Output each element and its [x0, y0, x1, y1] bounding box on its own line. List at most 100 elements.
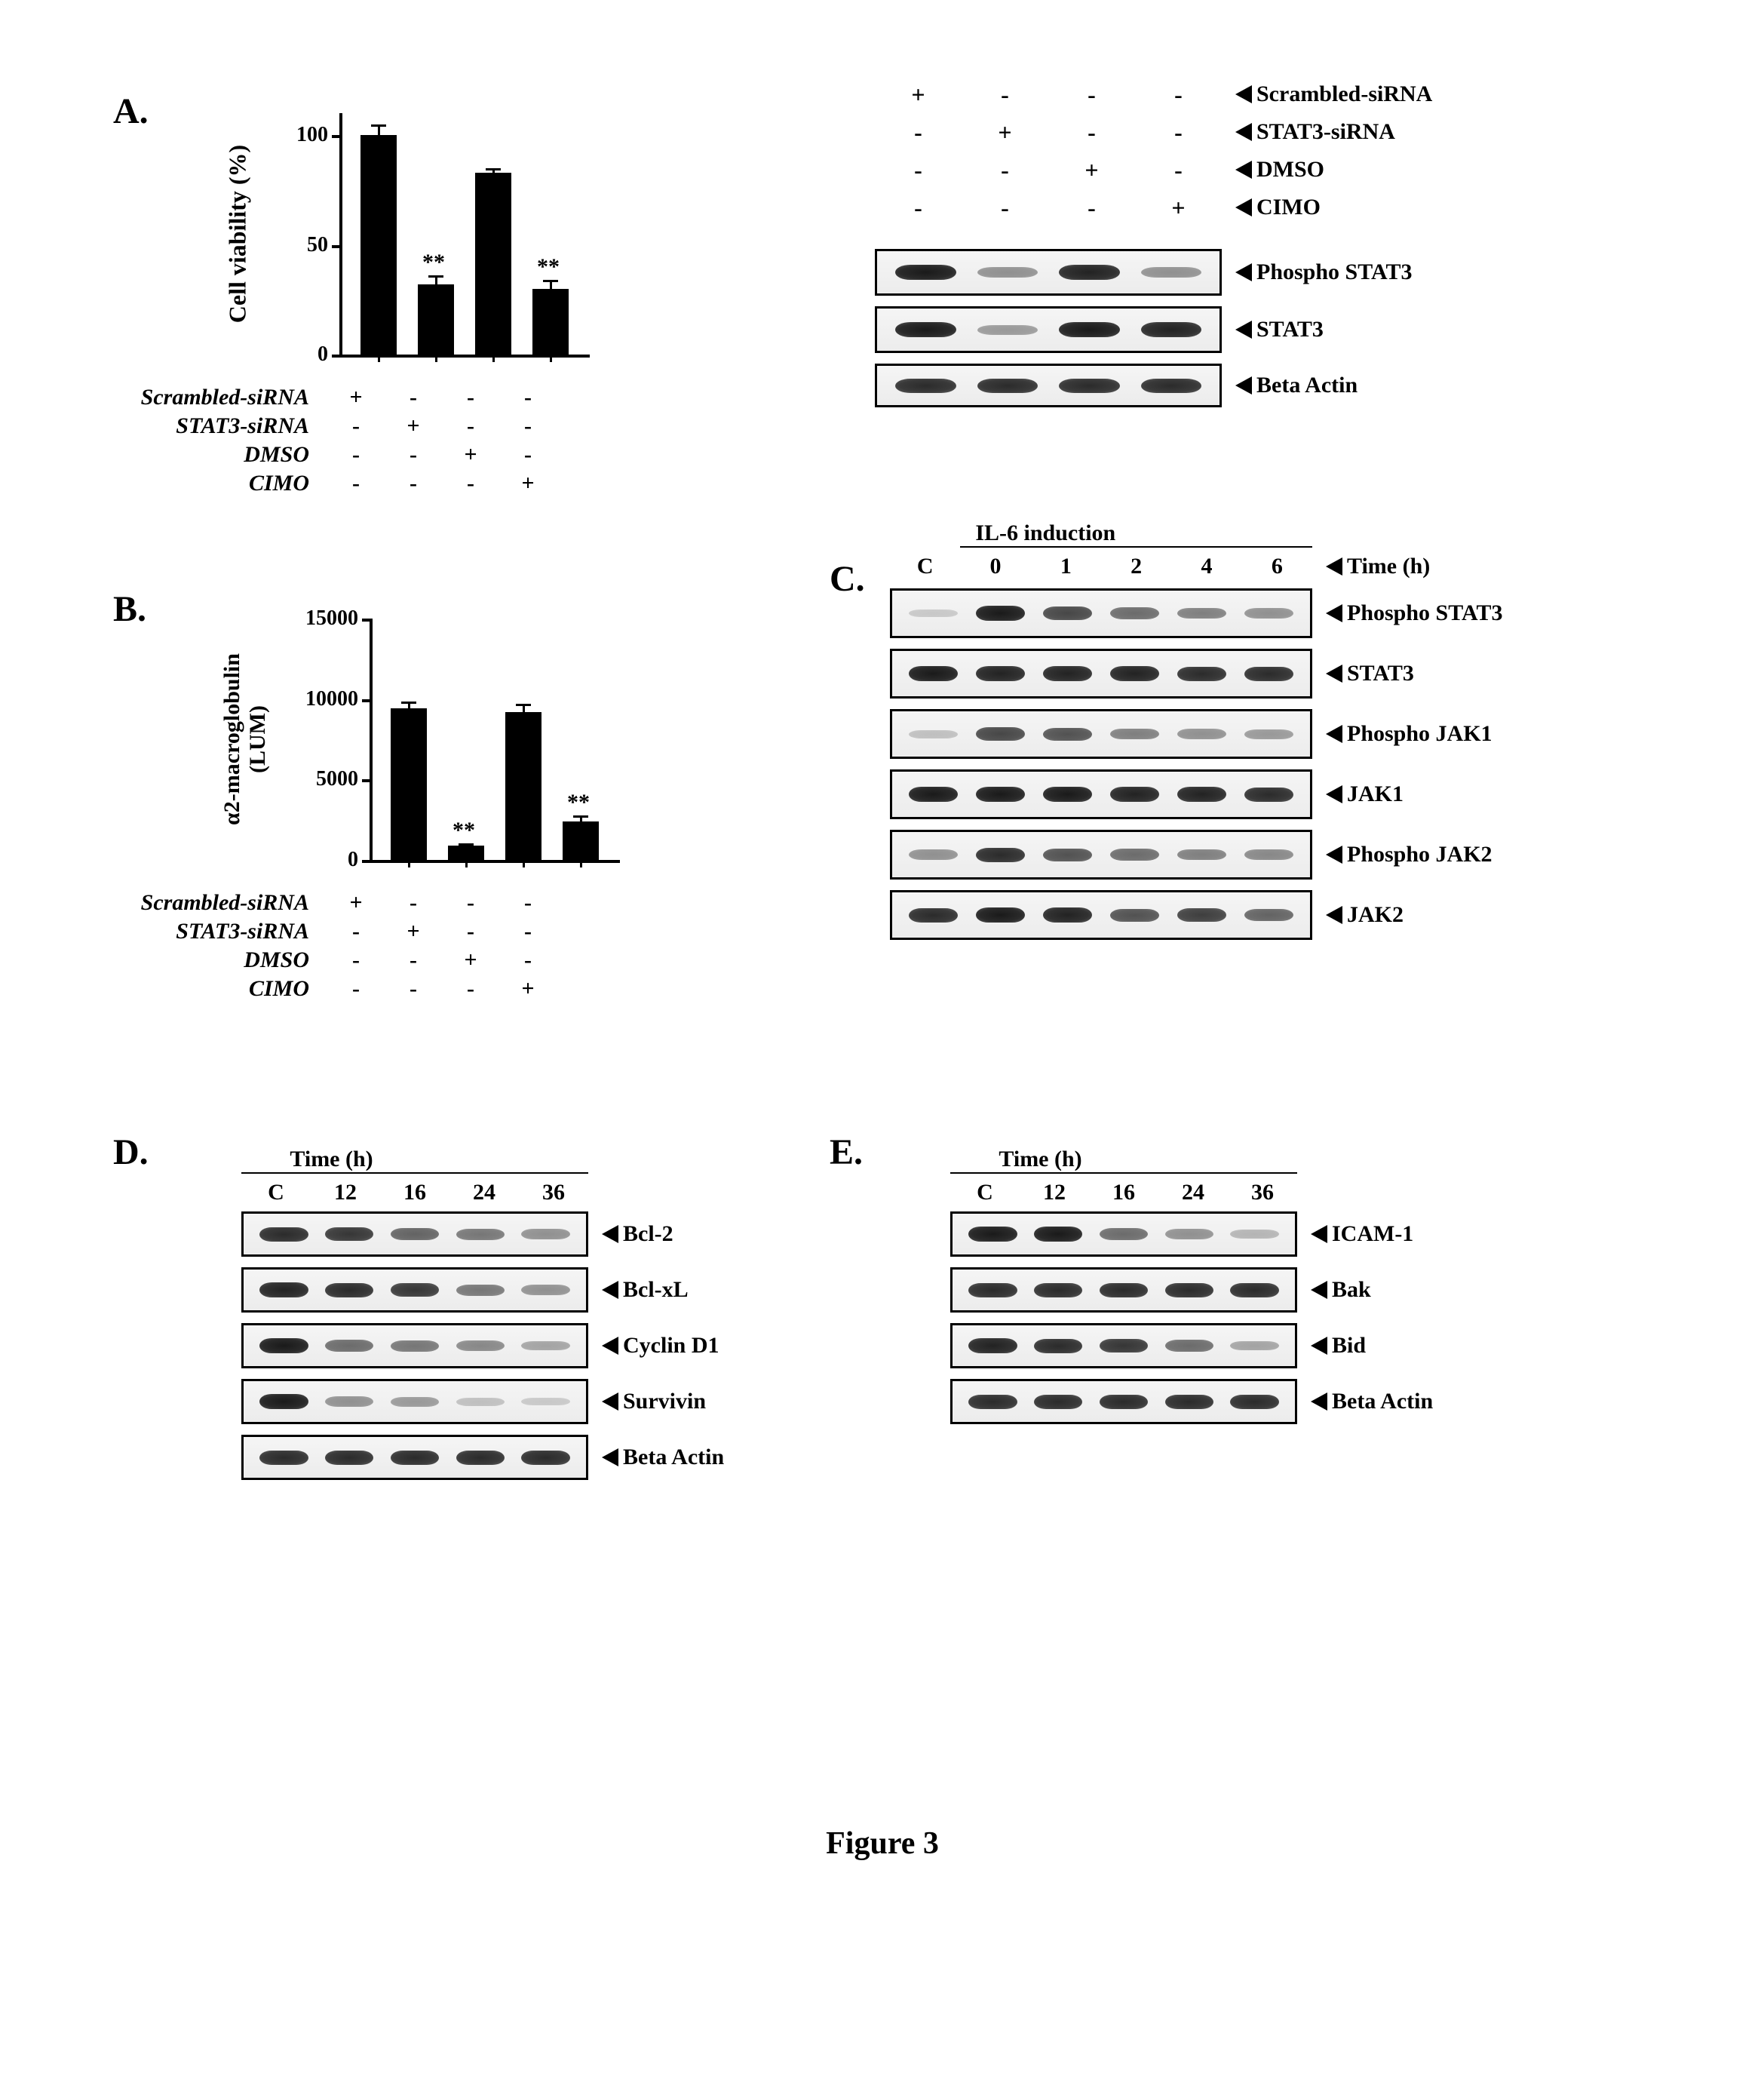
blot-box: [875, 249, 1222, 296]
condition-mark: +: [510, 471, 546, 496]
condition-label: DMSO: [113, 442, 317, 468]
blot-box: [890, 649, 1312, 699]
lane-mark: -: [875, 156, 962, 184]
arrow-icon: [1235, 123, 1252, 141]
condition-mark: +: [338, 385, 374, 410]
condition-mark: -: [510, 919, 546, 944]
blot-row-label: Beta Actin: [623, 1445, 724, 1470]
blot-row-label: ICAM-1: [1332, 1221, 1413, 1247]
condition-mark: +: [510, 976, 546, 1002]
blot-band: [1110, 607, 1159, 619]
blot-band: [968, 1283, 1017, 1297]
lane-mark: +: [962, 118, 1048, 146]
lane-mark: +: [1135, 194, 1222, 222]
blot-band: [456, 1340, 505, 1351]
blot-band: [391, 1228, 439, 1240]
condition-mark: -: [338, 976, 374, 1002]
arrow-icon: [1326, 785, 1342, 803]
lane-mark: +: [1048, 156, 1135, 184]
blot-band: [1043, 728, 1092, 741]
blot-box: [890, 769, 1312, 819]
blot-band: [976, 907, 1025, 923]
blot-band: [1034, 1227, 1082, 1242]
lane-label: 6: [1242, 554, 1312, 579]
arrow-icon: [1326, 604, 1342, 622]
blot-row-label: Bcl-2: [623, 1221, 673, 1247]
blot-band: [521, 1451, 569, 1465]
blot-band: [895, 379, 956, 393]
condition-mark: -: [338, 442, 374, 468]
lane-mark: -: [1048, 81, 1135, 109]
blot-band: [909, 666, 958, 681]
blot-band: [1100, 1283, 1148, 1297]
arrow-icon: [1311, 1281, 1327, 1299]
blot-band: [1165, 1229, 1213, 1239]
arrow-icon: [1235, 198, 1252, 216]
blot-band: [1100, 1339, 1148, 1353]
condition-mark: -: [338, 947, 374, 973]
lane-mark: -: [962, 156, 1048, 184]
blot-band: [895, 265, 956, 280]
blot-band: [1034, 1395, 1082, 1409]
condition-mark: -: [453, 385, 489, 410]
blot-band: [909, 908, 958, 923]
blot-band: [1034, 1339, 1082, 1353]
blot-box: [241, 1435, 588, 1480]
blot-band: [977, 267, 1038, 278]
blot-box: [950, 1211, 1297, 1257]
time-group-label: Time (h): [290, 1147, 373, 1172]
lane-row-label: CIMO: [1256, 195, 1321, 220]
blot-band: [325, 1283, 373, 1297]
blot-band: [1165, 1340, 1213, 1352]
lane-mark: -: [962, 81, 1048, 109]
blot-band: [909, 849, 958, 860]
blot-box: [241, 1267, 588, 1313]
panel-a-blots: Phospho STAT3STAT3Beta Actin: [875, 249, 1412, 418]
blot-band: [391, 1283, 439, 1297]
arrow-icon: [1235, 321, 1252, 339]
blot-band: [977, 325, 1038, 335]
condition-mark: +: [453, 442, 489, 468]
panel-a-chart: 050100Cell viability (%)****: [294, 98, 611, 370]
lane-label: 12: [311, 1180, 380, 1205]
lane-label: 12: [1020, 1180, 1089, 1205]
arrow-icon: [1326, 846, 1342, 864]
blot-band: [1110, 729, 1159, 740]
lane-row-label: DMSO: [1256, 157, 1324, 183]
lane-label: 36: [519, 1180, 588, 1205]
blot-band: [521, 1341, 569, 1351]
blot-band: [1177, 729, 1226, 739]
blot-band: [1177, 908, 1226, 922]
blot-band: [1059, 322, 1120, 337]
blot-band: [391, 1340, 439, 1352]
panel-c-label: C.: [830, 558, 865, 600]
condition-mark: -: [453, 413, 489, 439]
blot-box: [890, 588, 1312, 638]
blot-band: [456, 1285, 505, 1296]
arrow-icon: [1235, 376, 1252, 395]
blot-row-label: Bid: [1332, 1333, 1366, 1359]
blot-box: [950, 1267, 1297, 1313]
lane-row-label: STAT3-siRNA: [1256, 119, 1395, 145]
arrow-icon: [1326, 557, 1342, 576]
blot-band: [325, 1340, 373, 1352]
condition-mark: -: [395, 385, 431, 410]
blot-band: [1110, 849, 1159, 861]
lane-row-label: Scrambled-siRNA: [1256, 81, 1432, 107]
condition-label: STAT3-siRNA: [113, 413, 317, 439]
blot-band: [1141, 379, 1202, 393]
blot-row-label: STAT3: [1347, 661, 1414, 686]
blot-box: [241, 1211, 588, 1257]
arrow-icon: [602, 1448, 618, 1466]
blot-band: [1043, 849, 1092, 861]
blot-row-label: Cyclin D1: [623, 1333, 719, 1359]
panel-b-chart: 050001000015000α2-macroglobulin (LUM)***…: [324, 603, 641, 875]
lane-mark: +: [875, 81, 962, 109]
blot-row-label: Bak: [1332, 1277, 1371, 1303]
arrow-icon: [1311, 1392, 1327, 1411]
panel-d-blots: Time (h)C12162436Bcl-2Bcl-xLCyclin D1Sur…: [241, 1147, 784, 1491]
blot-band: [325, 1227, 373, 1242]
blot-band: [976, 606, 1025, 621]
blot-row-label: JAK2: [1347, 902, 1404, 928]
blot-row-label: Phospho STAT3: [1256, 259, 1412, 285]
